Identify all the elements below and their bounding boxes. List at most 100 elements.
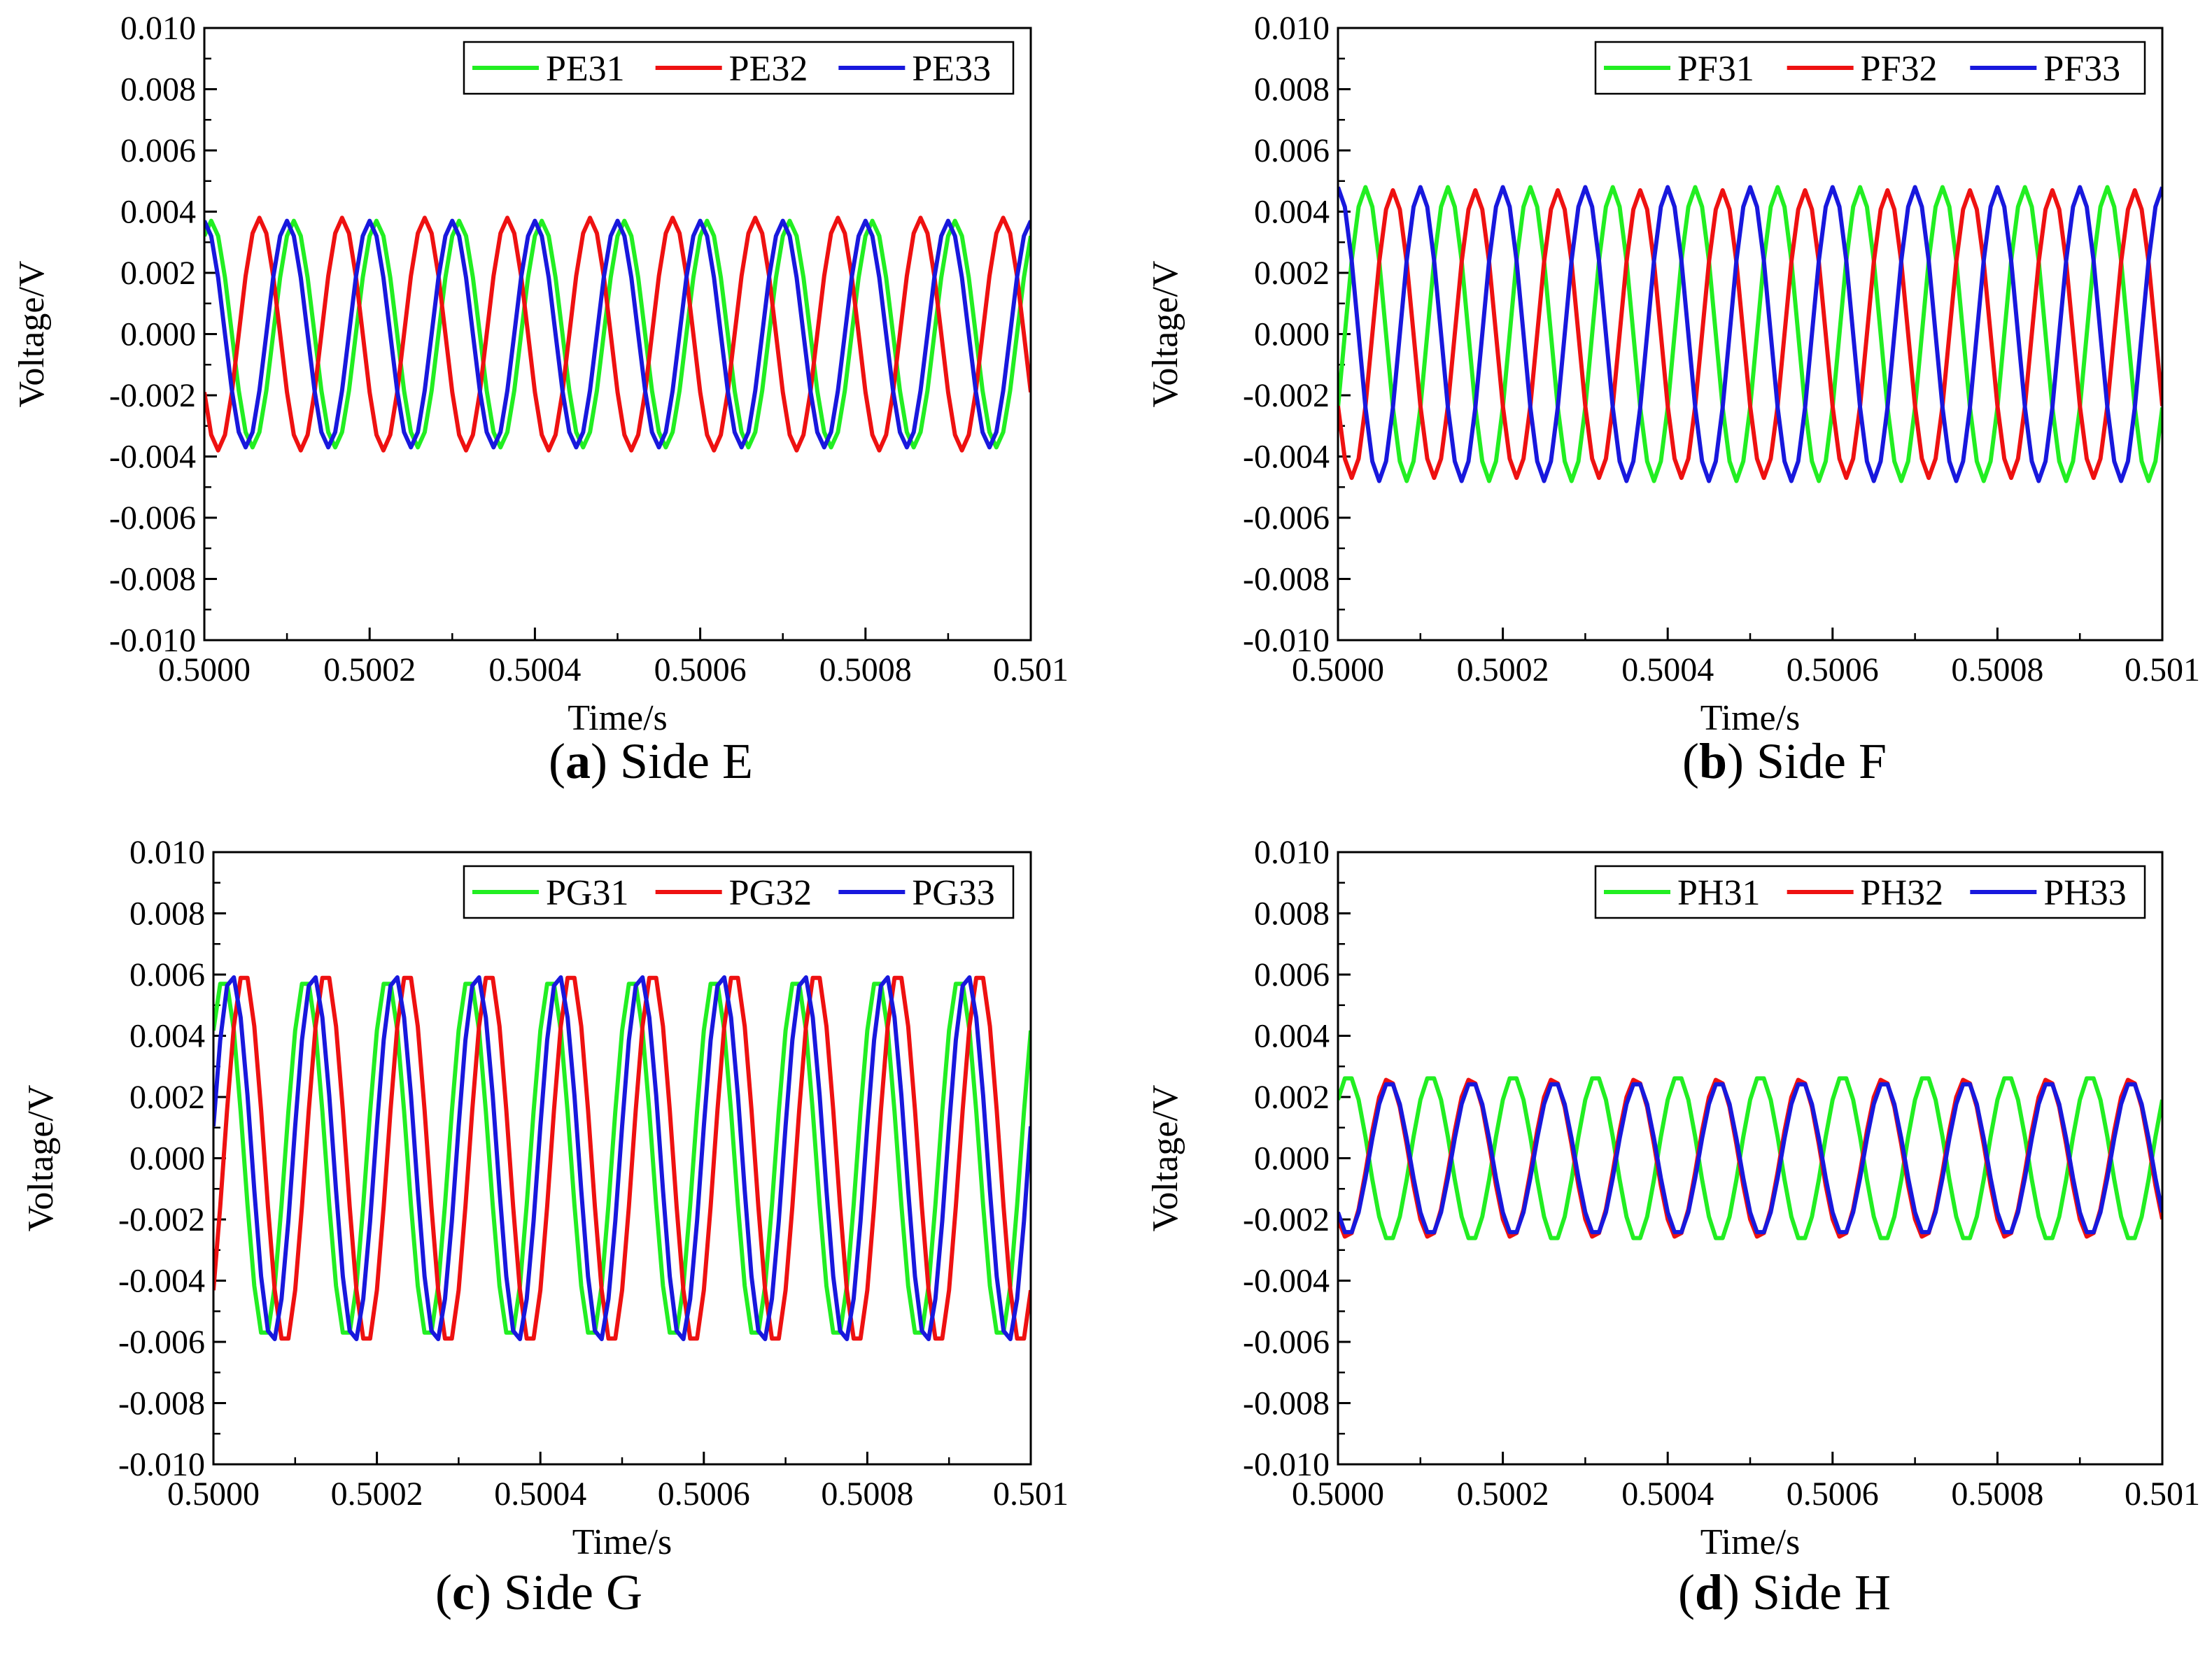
series-line-pf33 [1338,185,2162,483]
legend-box [1594,41,2146,95]
caption-open-paren: ( [435,1564,452,1620]
x-tick-label: 0.5000 [158,651,251,688]
y-tick-label: -0.010 [1243,1446,1330,1483]
y-tick-label: -0.004 [1243,1263,1330,1300]
caption-close-paren: ) [1727,733,1756,789]
y-tick-label: -0.008 [109,561,196,598]
series-line-pf32 [1338,187,2162,481]
y-tick-label: 0.002 [1254,255,1330,292]
legend: PG31 PG32 PG33 [463,865,1015,919]
x-tick-label: 0.5006 [1787,651,1879,688]
y-axis-title: Voltage/V [1146,1085,1185,1232]
legend-label: PE31 [546,49,625,89]
y-tick-label: 0.000 [1254,1140,1330,1177]
series-line-pg33 [213,975,1031,1341]
series-line-ph33 [1338,1082,2162,1235]
caption-close-paren: ) [1723,1564,1752,1620]
y-tick-label: 0.000 [129,1140,205,1177]
caption-open-paren: ( [549,733,565,789]
x-axis-title: Time/s [568,698,668,738]
plot-frame [212,851,1032,1466]
x-tick-label: 0.501 [993,651,1069,688]
chart-panel-a: -0.010 -0.008 -0.006 -0.004 -0.002 0.000 0.002… [12,10,1069,789]
y-tick-label: 0.006 [120,132,196,169]
y-tick-label: -0.008 [118,1385,205,1422]
caption-open-paren: ( [1682,733,1699,789]
y-tick-label: -0.010 [118,1446,205,1483]
y-tick-label: -0.002 [1243,377,1330,414]
caption-text: Side E [620,733,753,789]
legend-label: PE33 [912,49,991,89]
x-tick-label: 0.5004 [1621,1476,1714,1513]
x-tick-label: 0.5006 [654,651,747,688]
legend-label: PG31 [546,873,628,913]
panel-caption: (a) Side E [549,733,753,789]
legend-box [463,41,1015,95]
y-tick-label: -0.004 [109,439,196,476]
y-tick-label: 0.002 [1254,1079,1330,1116]
x-axis-title: Time/s [1700,698,1801,738]
legend-label: PH31 [1677,873,1760,913]
y-tick-label: 0.004 [1254,194,1330,231]
y-tick-label: 0.010 [1254,834,1330,871]
caption-close-paren: ) [591,733,620,789]
x-tick-label: 0.5002 [1457,1476,1549,1513]
y-tick-label: -0.002 [109,377,196,414]
x-tick-label: 0.5000 [1292,651,1384,688]
y-tick-label: 0.008 [1254,896,1330,933]
legend-label: PF32 [1861,49,1938,89]
legend: PH31 PH32 PH33 [1594,865,2146,919]
x-tick-label: 0.5002 [323,651,416,688]
caption-panel-letter: d [1695,1564,1723,1620]
x-tick-label: 0.501 [2125,651,2200,688]
x-tick-label: 0.5008 [819,651,912,688]
y-tick-label: 0.008 [129,896,205,933]
legend-label: PH33 [2043,873,2126,913]
y-tick-label: -0.008 [1243,1385,1330,1422]
y-tick-label: 0.004 [1254,1018,1330,1055]
legend-label: PF31 [1677,49,1754,89]
panel-caption: (b) Side F [1682,733,1887,789]
y-tick-label: 0.000 [120,316,196,353]
y-tick-label: 0.006 [1254,132,1330,169]
y-tick-label: -0.010 [1243,622,1330,659]
y-tick-label: 0.004 [120,194,196,231]
x-tick-label: 0.5006 [1787,1476,1879,1513]
legend-label: PG33 [912,873,994,913]
legend-label: PG32 [729,873,812,913]
x-tick-label: 0.5000 [1292,1476,1384,1513]
x-axis-title: Time/s [1700,1522,1801,1562]
plot-frame [1337,851,2164,1466]
x-tick-label: 0.5008 [821,1476,913,1513]
y-tick-label: -0.010 [109,622,196,659]
x-tick-label: 0.5006 [658,1476,750,1513]
caption-panel-letter: b [1699,733,1727,789]
legend: PE31 PE32 PE33 [463,41,1015,95]
chart-panel-c: -0.010 -0.008 -0.006 -0.004 -0.002 0.000 0.002… [21,834,1069,1620]
x-tick-label: 0.501 [993,1476,1069,1513]
legend-box [463,865,1015,919]
y-tick-label: -0.006 [1243,500,1330,537]
y-tick-label: 0.010 [1254,10,1330,47]
y-tick-label: -0.002 [1243,1201,1330,1238]
caption-text: Side H [1752,1564,1891,1620]
caption-text: Side G [504,1564,642,1620]
chart-panel-d: -0.010 -0.008 -0.006 -0.004 -0.002 0.000 0.002… [1146,834,2200,1620]
x-tick-label: 0.5004 [494,1476,586,1513]
y-tick-label: -0.008 [1243,561,1330,598]
y-tick-label: -0.004 [118,1263,205,1300]
y-axis-title: Voltage/V [12,261,52,408]
x-tick-label: 0.5008 [1951,1476,2043,1513]
caption-open-paren: ( [1678,1564,1695,1620]
series-line-pf31 [1338,185,2162,483]
y-tick-label: 0.008 [1254,71,1330,108]
x-tick-label: 0.5004 [1621,651,1714,688]
x-axis-title: Time/s [572,1522,672,1562]
y-tick-label: 0.006 [1254,956,1330,993]
series-line-pe33 [204,218,1031,450]
y-tick-label: 0.010 [120,10,196,47]
y-axis-title: Voltage/V [1146,261,1185,408]
y-tick-label: 0.002 [129,1079,205,1116]
series-line-pg32 [213,975,1031,1341]
